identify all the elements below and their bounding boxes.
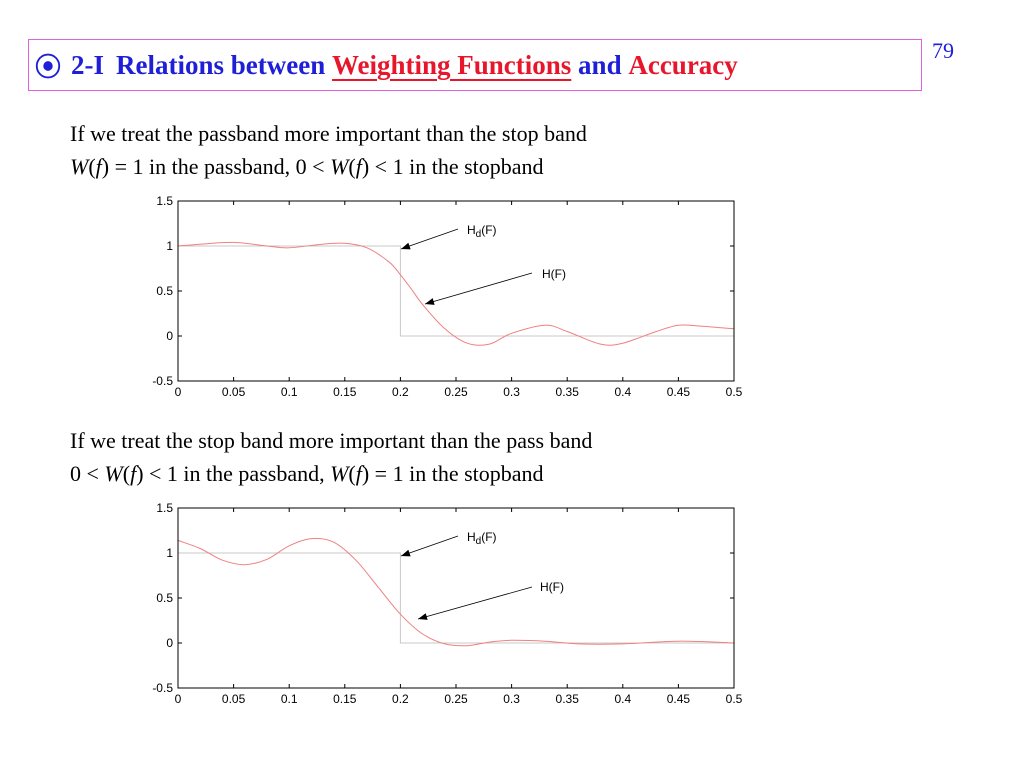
y-tick-label: 1 (166, 239, 173, 253)
paragraph-line: If we treat the passband more important … (70, 121, 587, 146)
arrow-h-shaft (424, 272, 533, 305)
slide-title: ⦿ 2-I Relations between Weighting Functi… (28, 39, 922, 91)
x-tick-label: 0.3 (503, 385, 520, 399)
annotation-h-label: H(F) (540, 580, 564, 594)
x-tick-label: 0.3 (503, 692, 520, 706)
arrow-hd-head (401, 242, 411, 250)
x-tick-label: 0.25 (444, 385, 468, 399)
arrow-h-head (418, 613, 428, 620)
x-tick-label: 0.05 (222, 692, 246, 706)
bullet-circle-icon: ⦿ (35, 52, 62, 82)
annotation-hd-label: Hd(F) (467, 223, 497, 240)
chart-stopband-weighted: 0 0.05 0.1 0.15 0.2 0.25 0.3 0.35 0.4 0.45 0.5 1.5 1… (152, 501, 743, 706)
x-tick-label: 0.1 (281, 385, 298, 399)
x-tick-label: 0.45 (667, 692, 691, 706)
x-tick-label: 0 (175, 385, 182, 399)
title-highlight: Weighting Functions (332, 49, 572, 80)
x-tick-label: 0.5 (726, 385, 743, 399)
series-line-h (177, 241, 735, 346)
annotation-hd-label: Hd(F) (467, 530, 497, 547)
x-tick-label: 0 (175, 692, 182, 706)
chart-passband-weighted: 0 0.05 0.1 0.15 0.2 0.25 0.3 0.35 0.4 0.45 0.5 1.5 1… (152, 194, 743, 399)
y-tick-label: 1.5 (156, 194, 173, 208)
arrow-hd-shaft (400, 228, 459, 250)
y-tick-label: 0.5 (156, 591, 173, 605)
x-tick-label: 0.2 (392, 385, 409, 399)
x-tick-label: 0.15 (333, 385, 357, 399)
x-tick-label: 0.5 (726, 692, 743, 706)
title-accuracy: Accuracy (628, 49, 738, 80)
x-tick-label: 0.25 (444, 692, 468, 706)
y-tick-label: 1 (166, 546, 173, 560)
series-line-h (177, 537, 735, 647)
y-tick-label: 0.5 (156, 284, 173, 298)
paragraph-stopband-priority: If we treat the stop band more important… (70, 424, 592, 490)
series-line-hd (178, 552, 734, 644)
title-prefix: 2-I (71, 49, 105, 80)
y-tick-label: 0 (166, 329, 173, 343)
y-tick-label: 1.5 (156, 501, 173, 515)
y-tick-label: 0 (166, 636, 173, 650)
arrow-hd-shaft (400, 535, 459, 557)
x-tick-label: 0.35 (556, 692, 580, 706)
title-and: and (578, 49, 622, 80)
paragraph-formula: W(f) = 1 in the passband, 0 < W(f) < 1 i… (70, 154, 544, 179)
x-tick-label: 0.05 (222, 385, 246, 399)
y-tick-label: -0.5 (152, 374, 173, 388)
arrow-h-head (425, 298, 435, 305)
series-line-hd (178, 245, 734, 337)
paragraph-line: If we treat the stop band more important… (70, 428, 593, 453)
x-tick-label: 0.4 (614, 692, 631, 706)
page-number: 79 (932, 38, 954, 63)
paragraph-passband-priority: If we treat the passband more important … (70, 117, 587, 183)
arrow-hd-head (401, 549, 411, 557)
x-tick-label: 0.4 (614, 385, 631, 399)
y-tick-label: -0.5 (152, 681, 173, 695)
plot-frame (177, 200, 735, 382)
paragraph-formula: 0 < W(f) < 1 in the passband, W(f) = 1 i… (70, 461, 544, 486)
x-tick-label: 0.2 (392, 692, 409, 706)
arrow-h-shaft (417, 586, 533, 620)
title-main: Relations between (116, 49, 326, 80)
x-tick-label: 0.35 (556, 385, 580, 399)
x-tick-label: 0.1 (281, 692, 298, 706)
plot-frame (177, 507, 735, 689)
annotation-h-label: H(F) (542, 267, 566, 281)
x-tick-label: 0.45 (667, 385, 691, 399)
x-tick-label: 0.15 (333, 692, 357, 706)
